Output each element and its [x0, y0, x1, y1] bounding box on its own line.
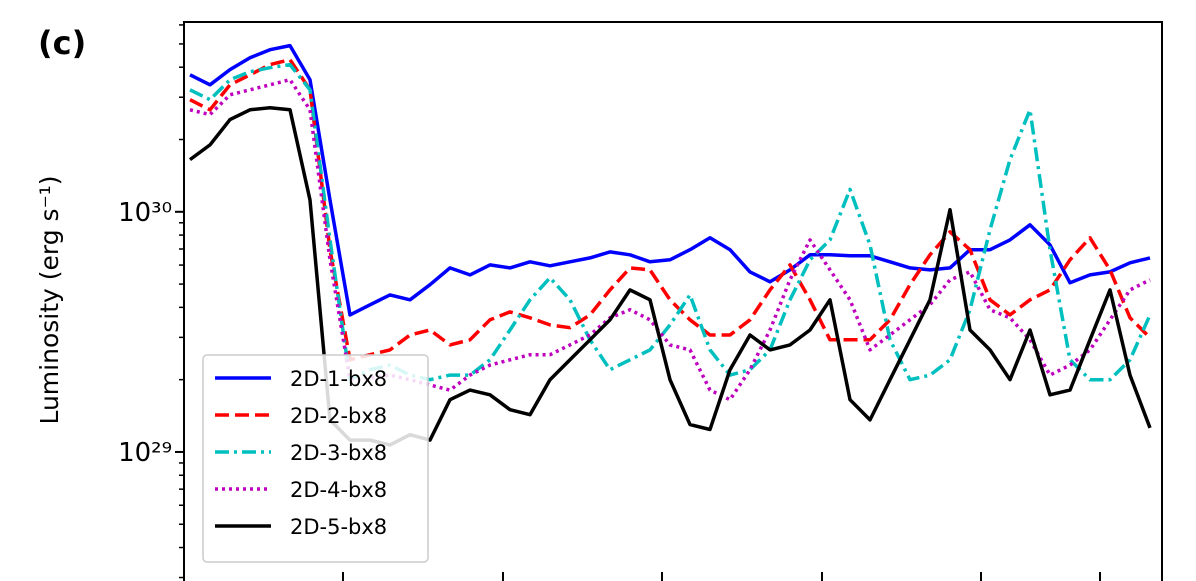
legend-label: 2D-3-bx8 [290, 441, 387, 465]
y-axis-label: Luminosity (erg s⁻¹) [35, 175, 64, 424]
legend-label: 2D-5-bx8 [290, 515, 387, 539]
x-ticks [183, 572, 1101, 581]
legend: 2D-1-bx8 2D-2-bx8 2D-3-bx8 2D-4-bx8 2D-5-bx8 [202, 354, 429, 563]
legend-label: 2D-4-bx8 [290, 478, 387, 502]
legend-label: 2D-2-bx8 [290, 404, 387, 428]
legend-box [202, 354, 429, 563]
y-tick-label: 10²⁹ [118, 438, 172, 468]
legend-label: 2D-1-bx8 [290, 367, 387, 391]
series-line [189, 77, 1151, 402]
y-tick-label: 10³⁰ [118, 198, 172, 228]
series-line [189, 43, 1151, 317]
chart-title: (c) [38, 24, 86, 62]
